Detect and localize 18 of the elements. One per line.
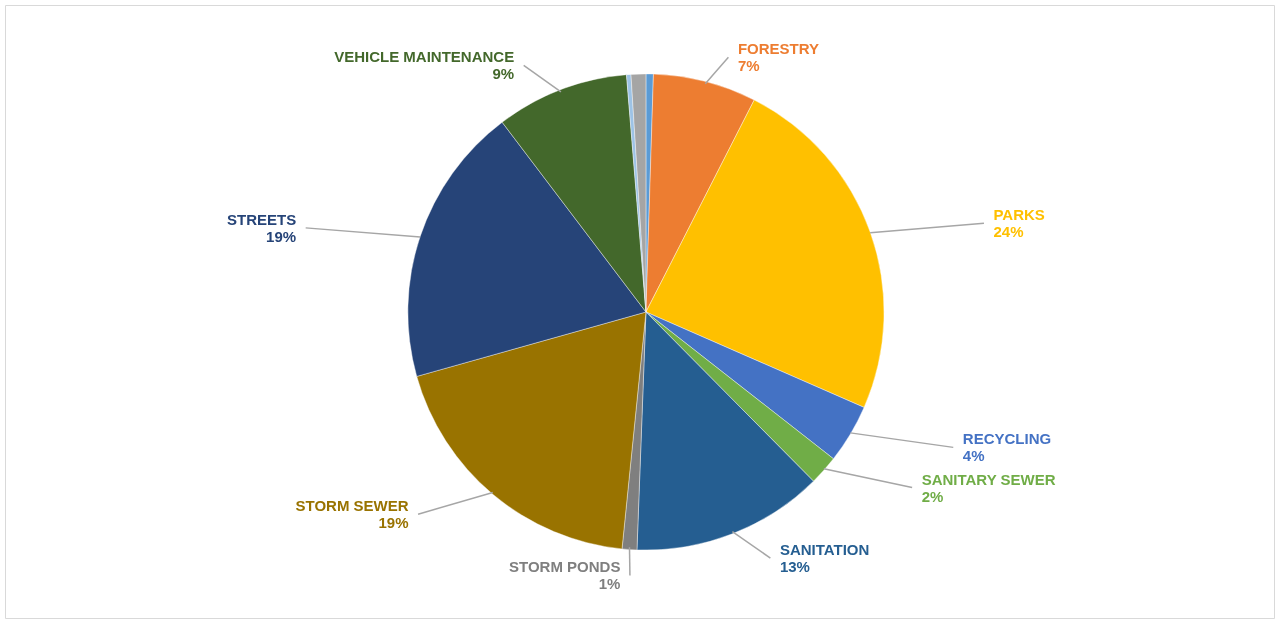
slice-label: STORM PONDS: [509, 558, 621, 576]
slice-label: SANITARY SEWER: [921, 470, 1056, 488]
slice-label: FORESTRY: [737, 40, 820, 58]
slice-label: SANITATION: [779, 541, 870, 559]
data-label: 4%: [962, 447, 985, 465]
data-label: 19%: [378, 514, 409, 532]
data-label: 19%: [266, 227, 297, 245]
data-label: 2%: [921, 487, 944, 505]
data-label: 7%: [737, 57, 760, 75]
data-label: 9%: [492, 65, 515, 83]
slice-label: RECYCLING: [962, 430, 1052, 448]
slice-label: STORM SEWER: [295, 497, 409, 515]
data-label: 13%: [779, 558, 810, 576]
slice-label: VEHICLE MAINTENANCE: [334, 48, 515, 66]
data-label: 1%: [598, 575, 621, 593]
data-label: 24%: [993, 223, 1024, 241]
slice-label: PARKS: [993, 206, 1045, 224]
slice-label: STREETS: [226, 210, 297, 228]
